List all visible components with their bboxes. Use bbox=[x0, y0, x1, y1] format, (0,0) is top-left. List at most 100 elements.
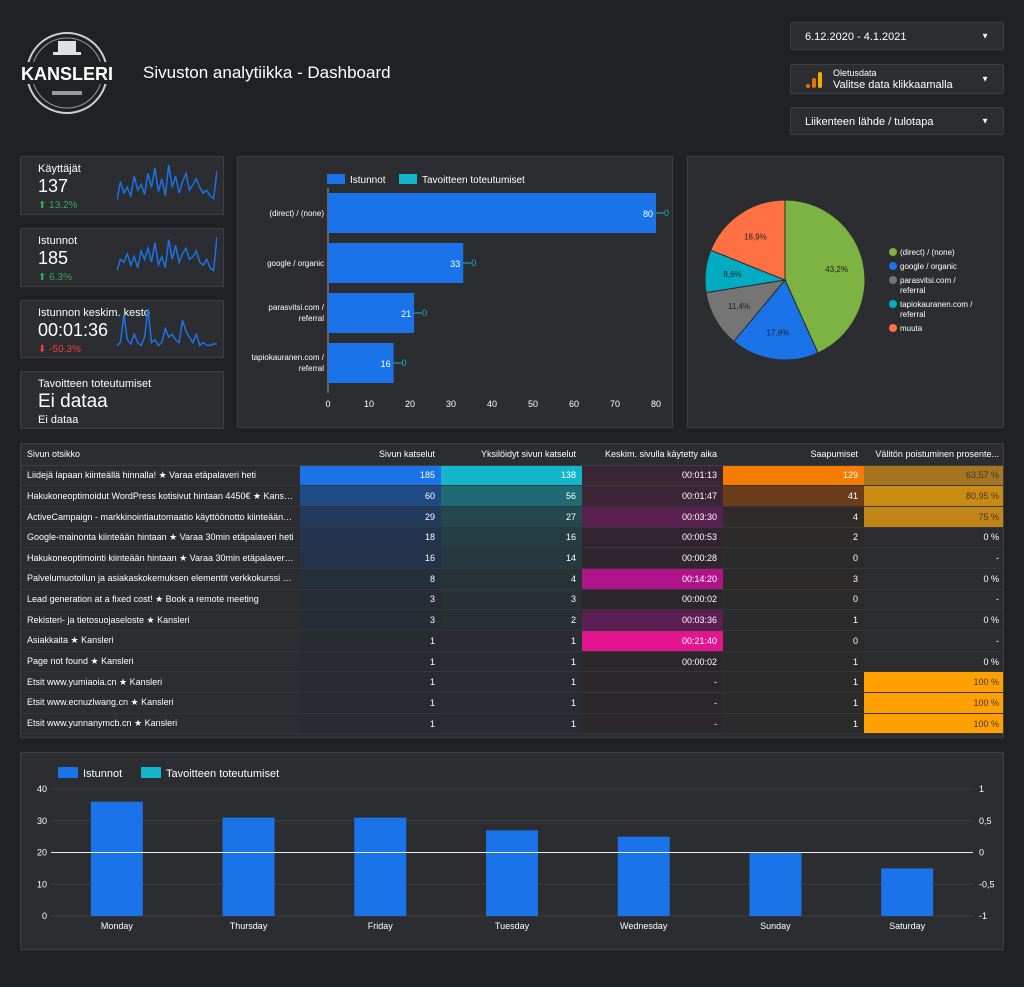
table-row[interactable]: Hakukoneoptimoidut WordPress kotisivut h… bbox=[21, 485, 1003, 507]
x-tick-label: 40 bbox=[487, 399, 497, 409]
category-label: referral bbox=[299, 314, 325, 323]
bar-value-label: 21 bbox=[401, 309, 411, 319]
cell-page-title: Palvelumuotoilun ja asiakaskokemuksen el… bbox=[21, 568, 300, 590]
table-row[interactable]: Google-mainonta kiinteään hintaan ★ Vara… bbox=[21, 527, 1003, 549]
x-tick-label: 10 bbox=[364, 399, 374, 409]
table-row[interactable]: Hakukoneoptimointi kiinteään hintaan ★ V… bbox=[21, 547, 1003, 569]
cell-avg-time: 00:00:02 bbox=[582, 589, 723, 611]
column-sessions bbox=[881, 868, 934, 916]
cell-entrances: 41 bbox=[723, 485, 864, 507]
google-analytics-icon bbox=[806, 72, 822, 88]
cell-page-views: 1 bbox=[300, 671, 441, 694]
column-header-unique-views[interactable]: Yksilöidyt sivun katselut bbox=[441, 444, 582, 466]
pages-table-panel: Sivun otsikko Sivun katselut Yksilöidyt … bbox=[20, 443, 1004, 738]
y2-tick-label: 1 bbox=[979, 784, 984, 794]
kpi-label: Istunnot bbox=[38, 235, 78, 247]
cell-page-views: 60 bbox=[300, 485, 441, 507]
column-sessions bbox=[749, 852, 802, 916]
column-header-page-title[interactable]: Sivun otsikko bbox=[21, 444, 300, 466]
kpi-value: Ei dataa bbox=[38, 391, 108, 412]
legend-dot bbox=[889, 262, 897, 270]
date-range-selector[interactable]: 6.12.2020 - 4.1.2021 ▼ bbox=[790, 22, 1004, 50]
cell-avg-time: 00:00:53 bbox=[582, 527, 723, 549]
cell-bounce-rate: 0 % bbox=[864, 527, 1003, 549]
legend-label: tapiokauranen.com / bbox=[900, 300, 973, 309]
legend-dot bbox=[889, 324, 897, 332]
bar-sessions bbox=[328, 293, 415, 333]
x-tick-label: Sunday bbox=[760, 921, 791, 931]
data-source-selector[interactable]: Oletusdata Valitse data klikkaamalla ▼ bbox=[790, 64, 1004, 94]
table-row[interactable]: Etsit www.yumiaoia.cn ★ Kansleri 1 1-1 100 … bbox=[21, 671, 1003, 694]
column-header-page-views[interactable]: Sivun katselut bbox=[300, 444, 441, 466]
table-row[interactable]: Palvelumuotoilun ja asiakaskokemuksen el… bbox=[21, 568, 1003, 590]
cell-bounce-rate: - bbox=[864, 589, 1003, 611]
cell-unique-views: 1 bbox=[441, 651, 582, 673]
kpi-label: Tavoitteen toteutumiset bbox=[38, 378, 152, 390]
column-header-bounce-rate[interactable]: Välitön poistuminen prosente... bbox=[864, 444, 1003, 466]
x-tick-label: Wednesday bbox=[620, 921, 668, 931]
cell-unique-views: 3 bbox=[441, 589, 582, 611]
column-sessions bbox=[617, 836, 670, 916]
column-header-entrances[interactable]: Saapumiset bbox=[723, 444, 864, 466]
cell-entrances: 1 bbox=[723, 651, 864, 673]
kpi-sub: Ei dataa bbox=[38, 414, 79, 426]
cell-entrances: 0 bbox=[723, 630, 864, 652]
pages-table: Sivun otsikko Sivun katselut Yksilöidyt … bbox=[21, 444, 1003, 735]
cell-entrances: 2 bbox=[723, 527, 864, 549]
sparkline-path bbox=[117, 308, 217, 347]
cell-entrances: 0 bbox=[723, 547, 864, 569]
table-row[interactable]: ActiveCampaign - markkinointiautomaatio … bbox=[21, 506, 1003, 528]
cell-bounce-rate: 100 % bbox=[864, 692, 1003, 714]
legend-label-goal-completions: Tavoitteen toteutumiset bbox=[422, 175, 525, 186]
kpi-card-sessions: Istunnot 185 ⬆ 6.3% bbox=[20, 228, 224, 287]
dropdown-caret-icon: ▼ bbox=[981, 74, 989, 84]
table-row[interactable]: Etsit www.ecnuzlwang.cn ★ Kansleri 1 1-1 10… bbox=[21, 692, 1003, 714]
kpi-label: Käyttäjät bbox=[38, 163, 81, 175]
arrow-down-icon: ⬇ bbox=[38, 344, 47, 355]
sources-bar-chart: Istunnot Tavoitteen toteutumiset (direct) … bbox=[252, 174, 669, 409]
cell-avg-time: 00:03:36 bbox=[582, 609, 723, 631]
table-row[interactable]: Asiakkaita ★ Kansleri 1 1 00:21:40 0- bbox=[21, 630, 1003, 652]
sparkline bbox=[117, 236, 217, 273]
table-row[interactable]: Lead generation at a fixed cost! ★ Book … bbox=[21, 589, 1003, 611]
cell-entrances: 4 bbox=[723, 506, 864, 528]
y2-tick-label: 0 bbox=[979, 848, 984, 858]
table-row[interactable]: Liidejä lapaan kiinteällä hinnalla! ★ Va… bbox=[21, 465, 1003, 487]
kpi-card-goal-completions: Tavoitteen toteutumiset Ei dataa Ei data… bbox=[20, 371, 224, 429]
column-sessions bbox=[486, 830, 538, 916]
table-row[interactable]: Page not found ★ Kansleri 1 1 00:00:02 1 0 % bbox=[21, 651, 1003, 673]
column-header-avg-time[interactable]: Keskim. sivulla käytetty aika bbox=[582, 444, 723, 466]
data-source-value: Valitse data klikkaamalla bbox=[833, 79, 953, 91]
cell-unique-views: 4 bbox=[441, 568, 582, 590]
x-tick-label: 50 bbox=[528, 399, 538, 409]
cell-page-views: 3 bbox=[300, 589, 441, 611]
cell-bounce-rate: 75 % bbox=[864, 506, 1003, 528]
kpi-card-avg-duration: Istunnon keskim. kesto 00:01:36 ⬇ -50.3% bbox=[20, 300, 224, 358]
cell-page-views: 1 bbox=[300, 630, 441, 652]
pie-slice-label: 11,4% bbox=[728, 302, 750, 311]
y-tick-label: 40 bbox=[37, 784, 47, 794]
cell-bounce-rate: 63,57 % bbox=[864, 465, 1003, 487]
bar-sessions bbox=[328, 193, 656, 233]
cell-unique-views: 16 bbox=[441, 527, 582, 549]
pie-slice bbox=[710, 199, 786, 281]
category-label: tapiokauranen.com / bbox=[252, 353, 325, 362]
table-row[interactable]: Rekisteri- ja tietosuojaseloste ★ Kansle… bbox=[21, 609, 1003, 631]
bar-value-label: 80 bbox=[643, 209, 653, 219]
kpi-value: 137 bbox=[38, 176, 69, 196]
cell-page-title: Hakukoneoptimointi kiinteään hintaan ★ V… bbox=[21, 547, 300, 569]
bar-value-label: 33 bbox=[450, 259, 460, 269]
cell-page-title: Hakukoneoptimoidut WordPress kotisivut h… bbox=[21, 485, 300, 507]
legend-label: referral bbox=[900, 286, 926, 295]
legend-dot bbox=[889, 276, 897, 284]
table-row[interactable]: Etsit www.yunnanymcb.cn ★ Kansleri 1 1-1 10… bbox=[21, 713, 1003, 735]
legend-label-sessions: Istunnot bbox=[350, 175, 386, 186]
traffic-source-filter[interactable]: Liikenteen lähde / tulotapa ▼ bbox=[790, 107, 1004, 135]
cell-page-title: Google-mainonta kiinteään hintaan ★ Vara… bbox=[21, 527, 300, 549]
goal-value-label: 0 bbox=[664, 208, 669, 218]
cell-avg-time: 00:01:13 bbox=[582, 465, 723, 487]
category-label: parasvitsi.com / bbox=[268, 303, 324, 312]
cell-page-title: Etsit www.ecnuzlwang.cn ★ Kansleri bbox=[21, 692, 300, 714]
dropdown-caret-icon: ▼ bbox=[981, 31, 989, 41]
cell-page-views: 1 bbox=[300, 651, 441, 673]
